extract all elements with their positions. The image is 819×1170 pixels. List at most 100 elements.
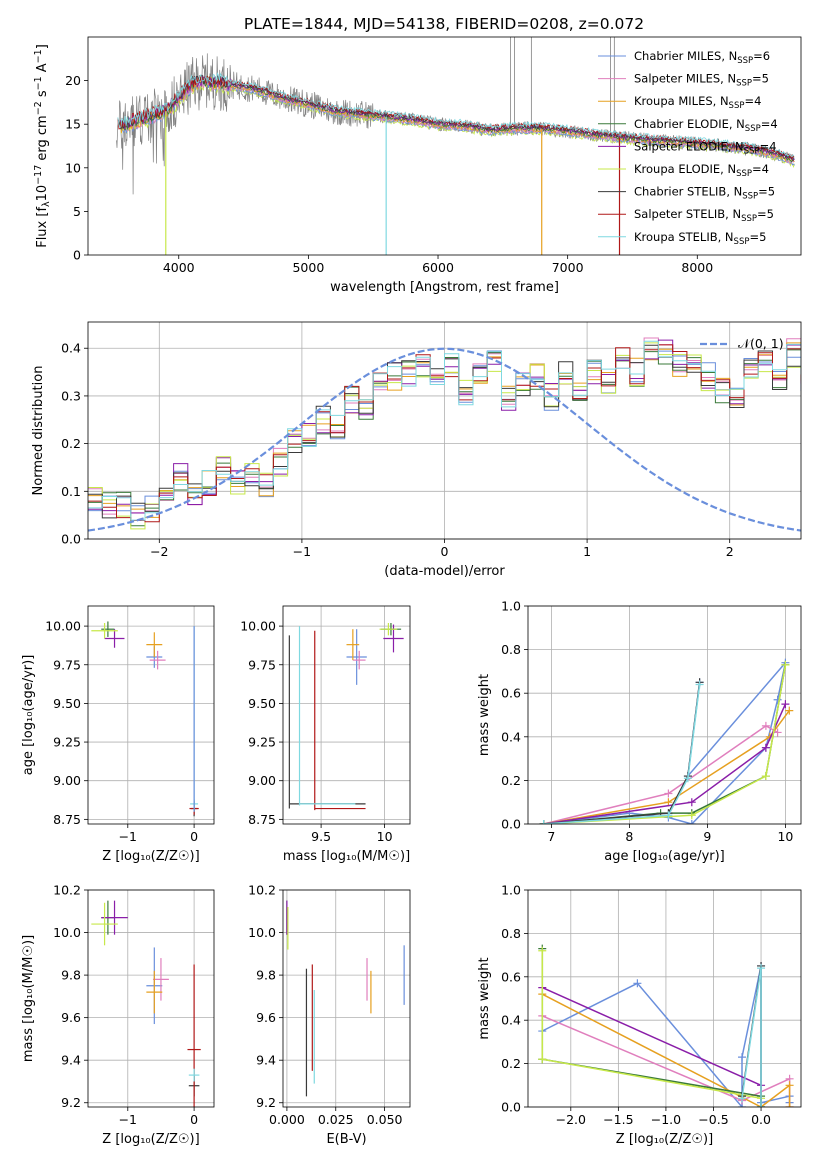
x-tick-label: −2.0 [556,1112,586,1127]
grid [528,605,801,825]
axes-frame [87,321,802,540]
point-marker-kroupa-stelib [757,964,766,973]
y-tick-label: 15 [65,117,81,132]
point-marker-salpeter-miles [773,728,782,737]
series-line-kroupa-stelib [741,967,762,1107]
point-marker-kroupa-stelib [738,1094,747,1103]
y-tick-label: 10.00 [240,619,276,634]
series-line-salpeter-elodie [543,703,787,824]
axes: 4000 5000 6000 7000 8000 0 5 10 15 20 wavelength [… [33,36,802,295]
point-marker-salpeter-elodie [761,743,770,752]
y-tick-label: 9.6 [256,1010,276,1025]
grid [88,606,214,824]
legend-label-kroupa-elodie: Kroupa ELODIE, NSSP=4 [634,162,769,179]
y-tick-label: 10.00 [45,619,81,634]
y-axis-label: mass [log₁₀(M/M☉)] [21,935,36,1062]
histogram-chabrier-elodie [88,349,801,527]
legend-label-salpeter-miles: Salpeter MILES, NSSP=5 [634,72,769,89]
plot-area [538,944,794,1107]
legend-label-chabrier-miles: Chabrier MILES, NSSP=6 [634,49,770,66]
legend-label-kroupa-miles: Kroupa MILES, NSSP=4 [634,94,761,111]
point-marker-kroupa-elodie [761,772,770,781]
histogram-kroupa-stelib [88,340,801,521]
point-marker-kroupa-miles [785,1081,794,1090]
series-line-chabrier-miles [541,965,791,1107]
y-tick-label: 0.1 [61,484,81,499]
x-tick-label: 0.050 [367,1112,403,1127]
weight-vs-metallicity-panel: −2.0 −1.5 −1.0 −0.5 0.0 0.0 0.2 0.4 0.6 0.8 1.0 Z [… [477,883,802,1147]
y-tick-label: 9.50 [53,696,81,711]
y-tick-label: 0.8 [501,642,521,657]
x-axis-label: age [log₁₀(age/yr)] [604,849,725,864]
axes-frame [282,605,411,825]
x-tick-label: 0.000 [269,1112,305,1127]
y-tick-label: 0.8 [501,926,521,941]
x-tick-label: 2 [726,544,734,559]
x-tick-label: −1.0 [651,1112,681,1127]
axes: −2.0 −1.5 −1.0 −0.5 0.0 0.0 0.2 0.4 0.6 0.8 1.0 Z [… [477,883,802,1147]
axes-frame [527,605,802,825]
x-tick-label: 5000 [292,260,324,275]
y-tick-label: 9.25 [53,735,81,750]
mass-vs-metallicity-panel: −1 0 9.2 9.4 9.6 9.8 10.0 10.2 Z [log₁₀(Z/Z☉)] ma… [21,883,215,1147]
x-tick-label: 8 [625,829,633,844]
x-tick-label: 7 [547,829,555,844]
x-tick-label: 1 [583,544,591,559]
x-tick-label: −1 [293,544,311,559]
y-tick-label: 0.4 [61,341,81,356]
point-marker-kroupa-stelib [695,680,704,689]
axes: 7 8 9 10 0.0 0.2 0.4 0.6 0.8 1.0 age [log₁₀(age/yr… [477,599,802,864]
y-tick-label: 20 [65,73,81,88]
y-tick-label: 1.0 [501,883,521,898]
point-marker-kroupa-elodie [687,811,696,820]
histogram-salpeter-miles [88,337,801,515]
x-tick-label: 10 [377,829,393,844]
y-tick-label: 0.4 [501,1013,521,1028]
series-line-kroupa-elodie [541,950,762,1100]
y-axis-label: Normed distribution [31,366,46,496]
legend-label-salpeter-elodie: Salpeter ELODIE, NSSP=4 [634,139,777,156]
histogram-chabrier-miles [88,350,801,512]
spectrum-panel: 4000 5000 6000 7000 8000 0 5 10 15 20 wavelength [… [33,36,802,295]
y-tick-label: 9.2 [61,1095,81,1110]
normal-curve-line [88,347,801,532]
point-marker-kroupa-miles [664,798,673,807]
x-axis-label: Z [log₁₀(Z/Z☉)] [616,1132,713,1147]
model-line-kroupa-miles [120,75,795,162]
series-line-chabrier-miles [543,662,787,824]
point-marker-kroupa-miles [785,706,794,715]
point-marker-kroupa-elodie [538,1055,547,1064]
y-tick-label: 9.8 [61,968,81,983]
point-marker-kroupa-stelib [664,811,673,820]
y-tick-label: 10.2 [248,883,276,898]
y-tick-label: 0.6 [501,686,521,701]
histogram-chabrier-stelib [88,344,801,519]
plot-area [288,623,404,811]
axes-frame [527,889,802,1108]
plot-area [91,900,201,1107]
y-tick-label: 9.4 [61,1053,81,1068]
y-tick-label: 9.75 [53,657,81,672]
axes: −2 −1 0 1 2 0.0 0.1 0.2 0.3 0.4 (data-model)/error… [31,321,802,579]
x-tick-label: 4000 [163,260,195,275]
age-vs-metallicity-panel: −1 0 8.75 9.00 9.25 9.50 9.75 10.00 Z [log₁₀(Z/Z… [21,605,215,864]
axes-frame [282,889,411,1108]
legend-label-kroupa-stelib: Kroupa STELIB, NSSP=5 [634,230,766,247]
x-tick-label: 0.0 [751,1112,771,1127]
x-axis-label: Z [log₁₀(Z/Z☉)] [102,849,199,864]
point-marker-chabrier-miles [633,979,642,988]
point-marker-salpeter-miles [664,789,673,798]
model-line-kroupa-stelib [117,72,795,158]
y-tick-label: 0.2 [61,436,81,451]
y-tick-label: 9.2 [256,1095,276,1110]
x-tick-label: −1 [119,829,137,844]
point-marker-salpeter-elodie [781,700,790,709]
y-tick-label: 9.4 [256,1053,276,1068]
y-tick-label: 0.4 [501,729,521,744]
y-axis-label: mass weight [477,957,492,1039]
legend-label-chabrier-elodie: Chabrier ELODIE, NSSP=4 [634,117,778,134]
legend-label-chabrier-stelib: Chabrier STELIB, NSSP=5 [634,185,775,202]
series-line-kroupa-miles [543,710,790,824]
grid [283,606,410,824]
